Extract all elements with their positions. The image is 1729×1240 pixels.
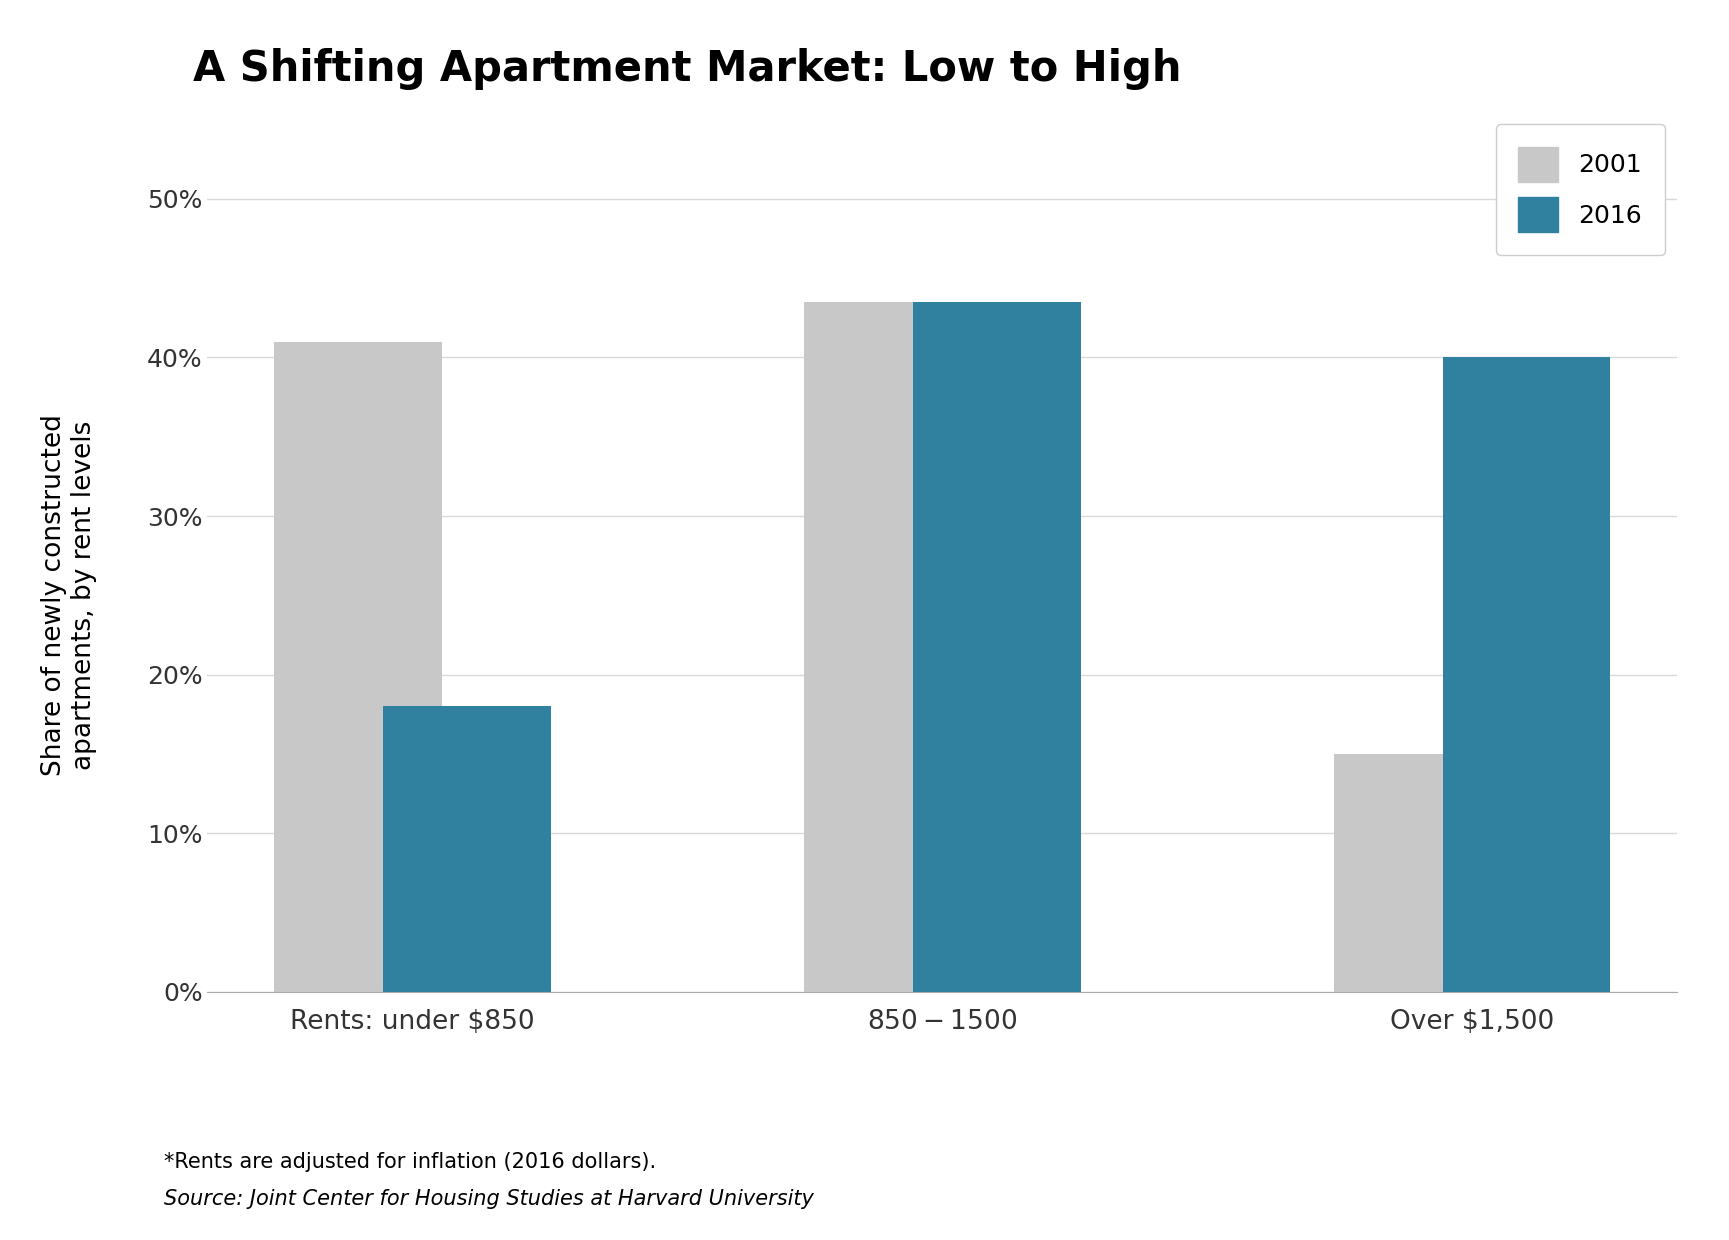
Text: Share of newly constructed
apartments, by rent levels: Share of newly constructed apartments, b… [41,414,97,776]
Bar [275,341,443,992]
Bar [804,303,972,992]
Bar [1442,357,1610,992]
Text: Source: Joint Center for Housing Studies at Harvard University: Source: Joint Center for Housing Studies… [164,1189,814,1209]
Text: A Shifting Apartment Market: Low to High: A Shifting Apartment Market: Low to High [192,48,1181,91]
Text: *Rents are adjusted for inflation (2016 dollars).: *Rents are adjusted for inflation (2016 … [164,1152,657,1172]
Bar [913,303,1081,992]
Legend: 2001, 2016: 2001, 2016 [1496,124,1665,255]
Bar [384,707,552,992]
Bar [1333,754,1501,992]
